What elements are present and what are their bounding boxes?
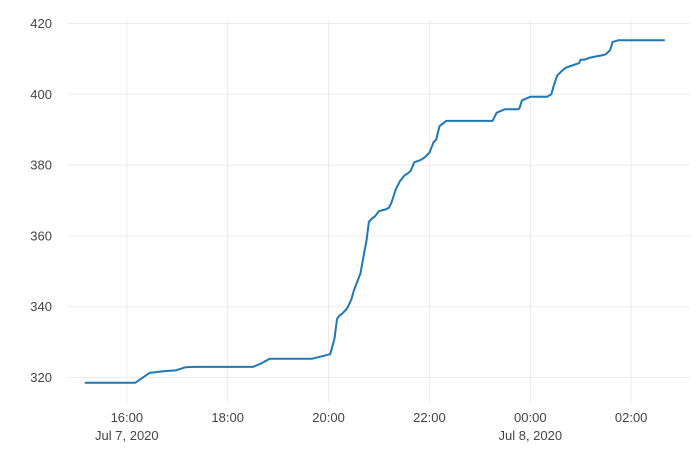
- y-tick-label-360: 360: [30, 228, 52, 243]
- x-tick-labels: 16:00 Jul 7, 2020 18:00 20:00 22:00 00:00 Jul …: [95, 410, 647, 443]
- y-tick-labels: 320 340 360 380 400 420: [30, 16, 52, 385]
- x-tick-date-label-4: Jul 8, 2020: [498, 428, 562, 443]
- x-tick-label-1: 18:00: [211, 410, 244, 425]
- x-tick-label-3: 22:00: [413, 410, 446, 425]
- x-tick-label-5: 02:00: [615, 410, 648, 425]
- x-tick-label-0: 16:00: [111, 410, 144, 425]
- y-tick-label-380: 380: [30, 158, 52, 173]
- y-tick-label-420: 420: [30, 16, 52, 31]
- x-tick-label-2: 20:00: [312, 410, 345, 425]
- y-tick-label-400: 400: [30, 87, 52, 102]
- x-tick-label-4: 00:00: [514, 410, 547, 425]
- series-line-0: [84, 39, 665, 384]
- y-tick-label-340: 340: [30, 299, 52, 314]
- y-tick-label-320: 320: [30, 370, 52, 385]
- y-gridlines: [68, 23, 690, 379]
- x-tick-date-label-0: Jul 7, 2020: [95, 428, 159, 443]
- series-layer: [84, 39, 665, 384]
- x-gridlines: [126, 20, 632, 403]
